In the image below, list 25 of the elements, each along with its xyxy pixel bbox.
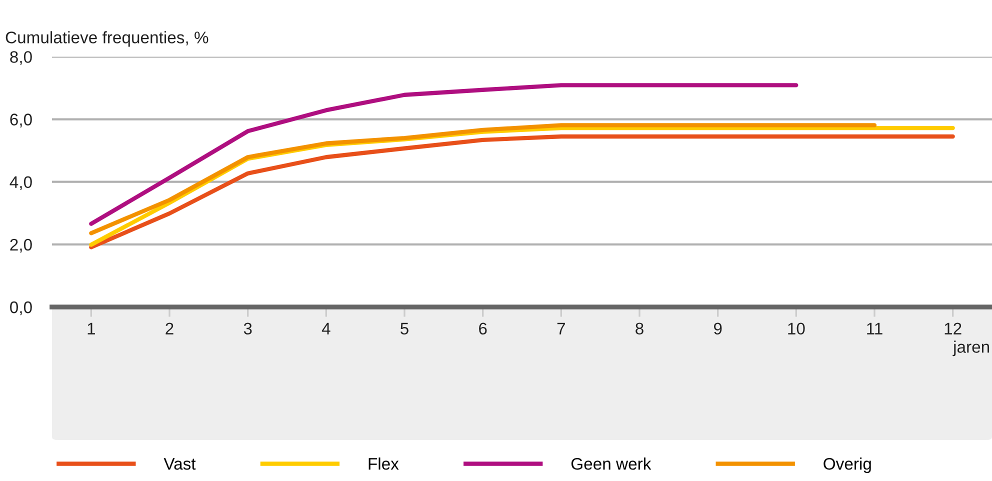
x-tick-label: 8 [636,322,644,335]
legend-label: Overig [824,458,871,474]
x-axis-title: jaren [952,340,990,356]
line-series [89,83,798,226]
legend-label: Flex [368,458,399,470]
x-tick-label: 12 [944,322,962,334]
x-tick-label: 1 [88,322,95,334]
legend-label: Geen werk [571,458,652,470]
legend-label: Vast [164,458,196,470]
x-tick-label: 2 [166,322,174,334]
x-tick-label: 6 [479,322,487,335]
x-tick-label: 3 [244,322,252,335]
y-tick-label: 8,0 [10,51,32,65]
x-tick-label: 4 [322,322,330,334]
y-tick-label: 4,0 [10,176,32,190]
x-tick-label: 9 [714,322,722,335]
x-tick-label: 11 [867,322,882,334]
y-tick-label: 2,0 [10,238,32,253]
x-tick-label: 5 [400,322,408,335]
x-tick-label: 7 [557,322,565,334]
y-axis-title: Cumulatieve frequenties, % [6,31,208,47]
line-series [89,123,877,236]
x-tick-label: 10 [788,322,805,335]
y-tick-label: 0,0 [10,301,32,316]
y-tick-label: 6,0 [10,114,32,128]
